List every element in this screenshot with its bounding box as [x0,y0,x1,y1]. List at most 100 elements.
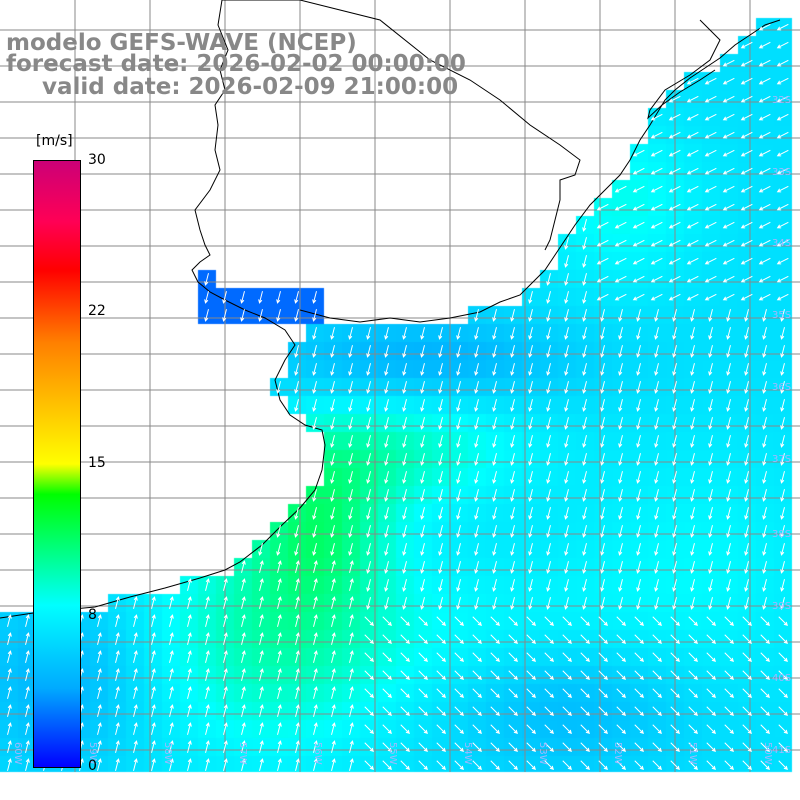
wind-arrow [510,543,515,556]
wind-arrow [456,471,461,484]
wind-arrow [760,742,770,752]
wind-arrow [704,293,717,301]
wind-arrow [614,257,627,265]
wind-arrow [760,688,770,698]
wind-arrow [115,668,120,681]
wind-arrow [508,634,518,644]
wind-arrow [740,59,753,67]
wind-arrow [456,381,461,394]
wind-arrow [652,652,662,662]
wind-arrow [744,327,749,340]
wind-arrow [582,435,587,448]
wind-arrow [294,345,299,358]
wind-arrow [7,614,12,627]
wind-arrow [546,435,551,448]
wind-arrow [348,453,353,466]
wind-arrow [762,345,767,358]
lat-label: 35S [772,310,791,321]
wind-arrow [241,650,246,663]
lon-label: 54W [462,742,473,765]
wind-arrow [564,579,569,592]
wind-arrow [544,760,554,770]
wind-arrow [133,632,138,645]
wind-arrow [706,724,716,734]
wind-arrow [294,399,299,412]
colorbar-tick-22: 22 [88,303,106,319]
wind-arrow [294,507,299,520]
wind-arrow [582,273,587,286]
wind-arrow [366,345,371,358]
wind-arrow [740,77,753,85]
wind-arrow [722,275,735,283]
wind-arrow [295,614,300,627]
wind-arrow [259,596,264,609]
wind-arrow [402,525,407,538]
wind-arrow [400,742,410,752]
wind-arrow [632,293,645,301]
wind-arrow [382,706,392,716]
wind-arrow [492,489,497,502]
wind-arrow [618,363,623,376]
wind-arrow [618,417,623,430]
wind-arrow [402,471,407,484]
wind-arrow [690,327,695,340]
wind-arrow [618,345,623,358]
wind-arrow [546,453,551,466]
wind-arrow [618,489,623,502]
wind-arrow [670,706,680,716]
wind-arrow [313,704,318,717]
wind-arrow [616,616,626,626]
wind-arrow [758,77,771,85]
wind-arrow [456,345,461,358]
wind-arrow [582,489,587,502]
wind-arrow [474,381,479,394]
wind-arrow [510,381,515,394]
wind-arrow [634,760,644,770]
wind-arrow [277,758,282,771]
wind-arrow [688,742,698,752]
wind-arrow [169,614,174,627]
wind-arrow [726,489,731,502]
lon-label: 59W [87,742,98,765]
wind-arrow [258,309,263,322]
wind-arrow [508,652,518,662]
wind-arrow [600,381,605,394]
wind-arrow [636,435,641,448]
wind-arrow [742,706,752,716]
wind-arrow [241,686,246,699]
wind-arrow [562,760,572,770]
wind-arrow [97,758,102,771]
wind-arrow [742,616,752,626]
wind-arrow [366,399,371,412]
wind-arrow [564,507,569,520]
wind-arrow [722,77,735,85]
wind-arrow [420,345,425,358]
wind-arrow [546,273,551,286]
wind-arrow [708,399,713,412]
wind-arrow [740,149,753,157]
wind-arrow [490,634,500,644]
wind-arrow [490,688,500,698]
wind-arrow [330,435,335,448]
wind-arrow [632,239,645,247]
wind-arrow [508,670,518,680]
wind-arrow [740,275,753,283]
wind-arrow [25,668,30,681]
wind-arrow [205,722,210,735]
wind-arrow [366,543,371,556]
wind-arrow [508,742,518,752]
wind-arrow [744,381,749,394]
wind-arrow [762,309,767,322]
wind-arrow [402,363,407,376]
wind-arrow [546,507,551,520]
wind-arrow [704,239,717,247]
wind-arrow [492,579,497,592]
wind-arrow [650,239,663,247]
wind-arrow [474,327,479,340]
wind-arrow [492,363,497,376]
wind-arrow [672,381,677,394]
wind-arrow [456,543,461,556]
wind-arrow [382,724,392,734]
wind-arrow [672,345,677,358]
wind-arrow [744,471,749,484]
